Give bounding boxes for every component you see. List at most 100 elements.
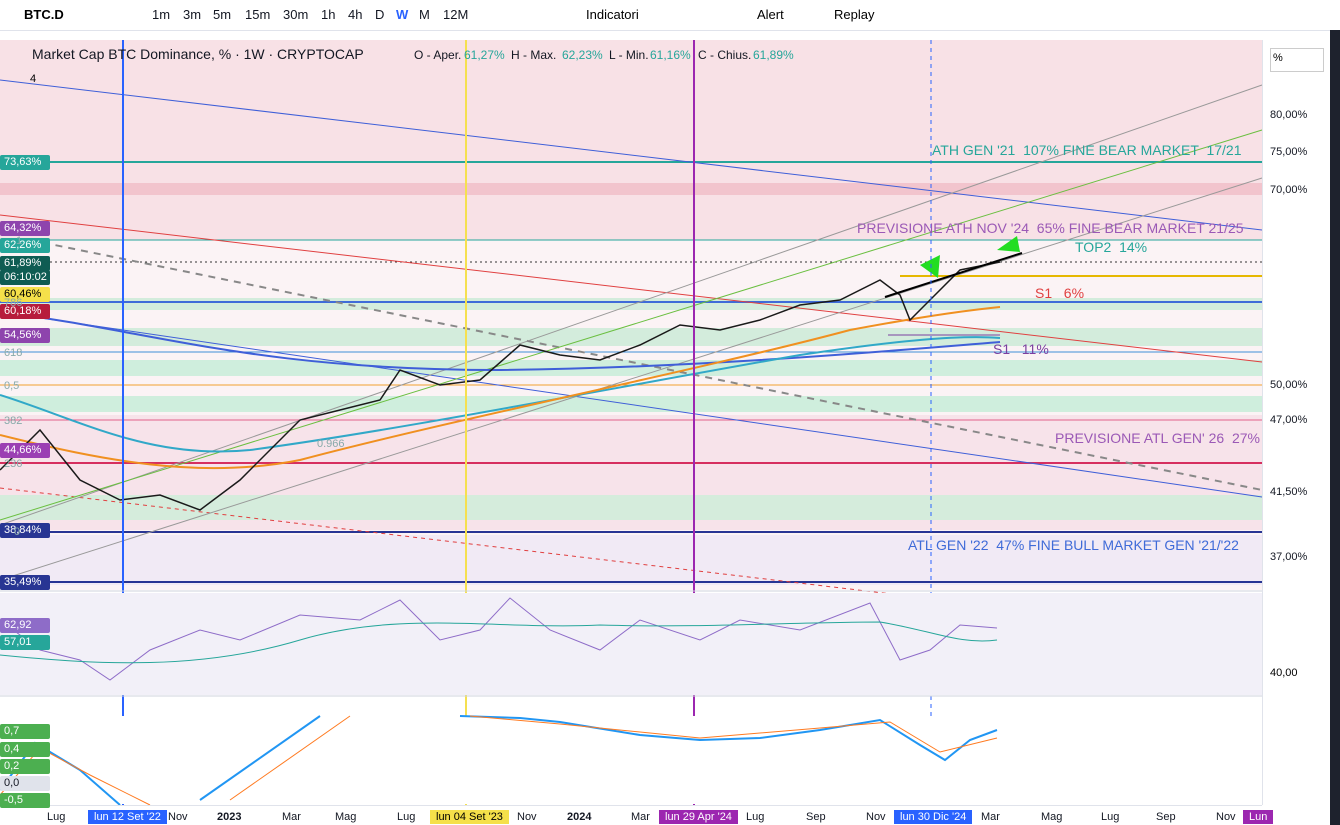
zone	[0, 360, 1262, 376]
interval-button[interactable]: 1m	[152, 7, 171, 22]
price-badge: 64,32%	[0, 221, 50, 236]
zone	[0, 495, 1262, 520]
time-label: Sep	[806, 811, 826, 823]
trend-lines	[0, 79, 1263, 596]
macd-badge: 0,2	[0, 759, 50, 774]
price-badge: 06:10:02	[0, 270, 50, 285]
levels	[0, 161, 1262, 583]
zone	[0, 328, 1262, 346]
macd-badge: 0,4	[0, 742, 50, 757]
time-label: Nov	[517, 811, 537, 823]
price-badge: 60,18%	[0, 304, 50, 319]
time-label: Lug	[47, 811, 66, 823]
pane-count: 4	[30, 73, 37, 85]
annotation: S1 6%	[1035, 285, 1085, 301]
interval-button[interactable]: 1h	[321, 7, 336, 22]
interval-button[interactable]: 12M	[443, 7, 469, 22]
interval-button[interactable]: D	[375, 7, 385, 22]
time-label: lun 12 Set '22	[88, 810, 167, 824]
price-badge: 73,63%	[0, 155, 50, 170]
zone	[0, 40, 1262, 240]
time-label: Mar	[631, 811, 650, 823]
scale-mode[interactable]: %	[1270, 48, 1324, 72]
time-label: lun 04 Set '23	[430, 810, 509, 824]
time-label: Mag	[1041, 811, 1063, 823]
annotation: PREVISIONE ATL GEN' 26 27%	[1055, 430, 1260, 446]
ohlc-label: O - Aper.	[414, 48, 462, 62]
right-panel	[1330, 30, 1340, 825]
time-label: Lug	[397, 811, 416, 823]
price-badge: 62,26%	[0, 238, 50, 253]
rsi-line	[0, 597, 998, 681]
arrow	[920, 255, 940, 278]
fib-label: 0.966	[317, 438, 345, 450]
ohlc-label: C - Chius.	[698, 48, 752, 62]
fib-label: 1	[16, 235, 23, 247]
macd-badge: 0,0	[0, 776, 50, 791]
interval-button[interactable]: 30m	[283, 7, 309, 22]
price-label: 41,50%	[1270, 486, 1308, 498]
rsi-label: 40,00	[1270, 667, 1298, 679]
rsi-bg	[0, 593, 1262, 695]
rsi-badge: 62,92	[0, 618, 50, 633]
interval-button[interactable]: W	[396, 7, 409, 22]
interval-button[interactable]: 5m	[213, 7, 232, 22]
indicators-button[interactable]: Indicatori	[586, 7, 639, 22]
price-badge: 44,66%	[0, 443, 50, 458]
time-label: Lug	[746, 811, 765, 823]
time-label: lun 30 Dic '24	[894, 810, 973, 824]
time-label: Lun	[1243, 810, 1274, 824]
fib-label: 618	[4, 347, 23, 359]
toolbar-bg	[0, 0, 1340, 30]
interval-button[interactable]: M	[419, 7, 430, 22]
time-label: Mar	[282, 811, 301, 823]
fib-label: 0	[14, 526, 21, 538]
ohlc-value: 61,16%	[650, 48, 691, 62]
price-label: 75,00%	[1270, 146, 1308, 158]
time-label: Lug	[1101, 811, 1120, 823]
price-badge: 35,49%	[0, 575, 50, 590]
time-label: Nov	[866, 811, 886, 823]
annotation: ATL GEN '22 47% FINE BULL MARKET GEN '21…	[908, 537, 1239, 553]
zone	[0, 535, 1262, 585]
time-label: Mag	[335, 811, 357, 823]
macd-bg	[0, 716, 1262, 804]
price-badge: 54,56%	[0, 328, 50, 343]
arrow	[997, 236, 1020, 252]
ohlc-label: H - Max.	[511, 48, 557, 62]
interval-button[interactable]: 15m	[245, 7, 271, 22]
symbol-button[interactable]: BTC.D	[24, 7, 64, 22]
fib-label: 236	[4, 458, 23, 470]
time-label: Mar	[981, 811, 1000, 823]
price-label: 37,00%	[1270, 551, 1308, 563]
ohlc-value: 61,27%	[464, 48, 505, 62]
price-label: 70,00%	[1270, 184, 1308, 196]
ohlc-label: L - Min.	[609, 48, 649, 62]
macd-badge: -0,5	[0, 793, 50, 808]
rsi-ma	[0, 621, 998, 664]
fib-label: 382	[4, 415, 23, 427]
alert-button[interactable]: Alert	[757, 7, 784, 22]
time-label: 2023	[217, 811, 242, 823]
price-label: 47,00%	[1270, 414, 1308, 426]
annotation: PREVISIONE ATH NOV '24 65% FINE BEAR MAR…	[857, 220, 1244, 236]
interval-button[interactable]: 4h	[348, 7, 363, 22]
annotation: S1 11%	[993, 341, 1049, 357]
rsi-badge: 57,01	[0, 635, 50, 650]
time-label: Sep	[1156, 811, 1176, 823]
annotation: ATH GEN '21 107% FINE BEAR MARKET 17/21	[932, 142, 1242, 158]
time-label: 2024	[567, 811, 592, 823]
time-label: Nov	[1216, 811, 1236, 823]
fib-label: 786	[4, 297, 23, 309]
ohlc-value: 61,89%	[753, 48, 794, 62]
price-badge: 61,89%	[0, 256, 50, 271]
price-badge: 60,46%	[0, 287, 50, 302]
annotation: TOP2 14%	[1075, 239, 1148, 255]
price-label: 50,00%	[1270, 379, 1308, 391]
macd-badge: 0,7	[0, 724, 50, 739]
ohlc-value: 62,23%	[562, 48, 603, 62]
replay-button[interactable]: Replay	[834, 7, 875, 22]
interval-button[interactable]: 3m	[183, 7, 202, 22]
